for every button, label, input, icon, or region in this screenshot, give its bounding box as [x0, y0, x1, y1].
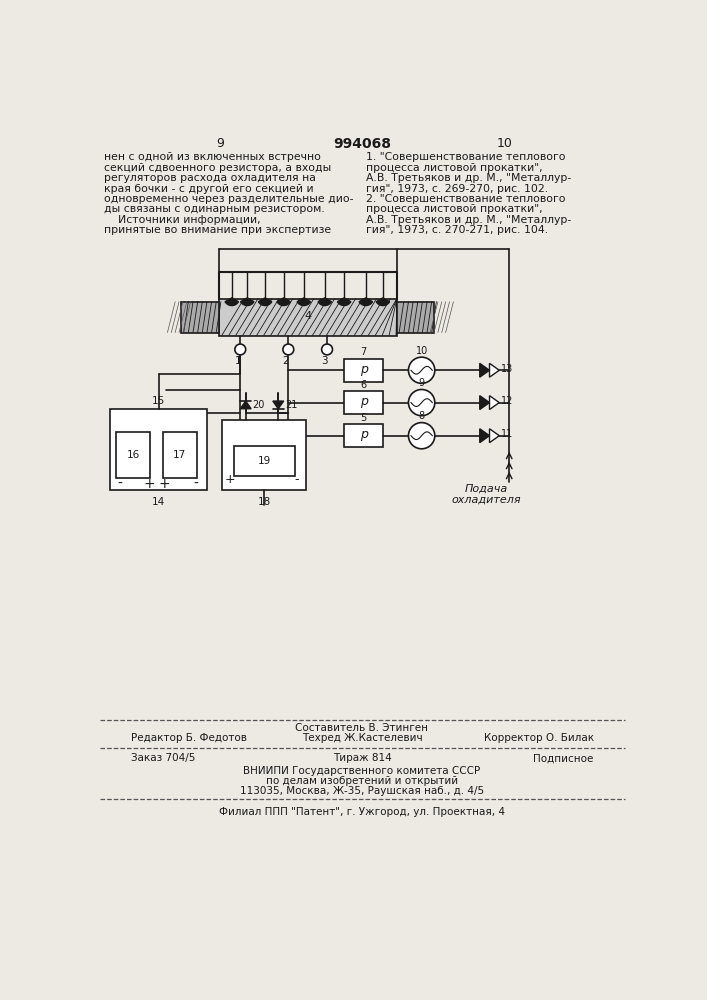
Text: Корректор О. Билак: Корректор О. Билак [484, 733, 594, 743]
Text: регуляторов расхода охладителя на: регуляторов расхода охладителя на [104, 173, 316, 183]
Bar [344, 391, 383, 414]
Text: р: р [360, 428, 368, 441]
Text: 6: 6 [361, 379, 366, 389]
Text: процесса листовой прокатки",: процесса листовой прокатки", [366, 204, 542, 214]
Polygon shape [240, 401, 251, 409]
Text: -: - [295, 473, 299, 486]
Circle shape [409, 357, 435, 383]
Text: 2: 2 [283, 356, 289, 366]
Text: 18: 18 [257, 497, 271, 507]
Text: Подача
охладителя: Подача охладителя [451, 483, 521, 505]
Text: 994068: 994068 [333, 137, 391, 151]
Circle shape [409, 423, 435, 449]
Text: Составитель В. Этинген: Составитель В. Этинген [296, 723, 428, 733]
Text: 10: 10 [496, 137, 513, 150]
Text: 4: 4 [304, 311, 311, 321]
Text: по делам изобретений и открытий: по делам изобретений и открытий [266, 776, 458, 786]
Text: 7: 7 [361, 347, 367, 357]
Wedge shape [318, 298, 332, 306]
Circle shape [409, 389, 435, 416]
Text: Подписное: Подписное [533, 753, 594, 763]
Text: 5: 5 [361, 413, 367, 423]
Text: А.В. Третьяков и др. М., "Металлур-: А.В. Третьяков и др. М., "Металлур- [366, 215, 571, 225]
Text: 1: 1 [235, 356, 241, 366]
Wedge shape [297, 298, 310, 306]
Text: края бочки - с другой его секцией и: края бочки - с другой его секцией и [104, 184, 313, 194]
Text: 9: 9 [419, 378, 425, 388]
Polygon shape [480, 396, 489, 410]
Text: 113035, Москва, Ж-35, Раушская наб., д. 4/5: 113035, Москва, Ж-35, Раушская наб., д. … [240, 786, 484, 796]
Circle shape [322, 344, 332, 355]
Wedge shape [277, 298, 291, 306]
Text: ВНИИПИ Государственного комитета СССР: ВНИИПИ Государственного комитета СССР [243, 766, 481, 776]
Polygon shape [489, 429, 499, 443]
Text: р: р [360, 395, 368, 408]
Text: 12: 12 [501, 396, 513, 406]
Text: А.В. Третьяков и др. М., "Металлур-: А.В. Третьяков и др. М., "Металлур- [366, 173, 571, 183]
Wedge shape [258, 298, 271, 306]
Polygon shape [273, 401, 284, 409]
Text: 21: 21 [285, 400, 298, 410]
Text: процесса листовой прокатки",: процесса листовой прокатки", [366, 163, 542, 173]
Text: 20: 20 [252, 400, 265, 410]
Bar [234, 446, 295, 476]
Text: 9: 9 [216, 137, 224, 150]
Polygon shape [480, 363, 489, 377]
Text: -: - [117, 477, 122, 491]
Wedge shape [376, 298, 390, 306]
Bar [344, 359, 383, 382]
Text: нен с одной из включенных встречно: нен с одной из включенных встречно [104, 152, 321, 162]
Text: 8: 8 [419, 411, 425, 421]
Text: Филиал ППП "Патент", г. Ужгород, ул. Проектная, 4: Филиал ППП "Патент", г. Ужгород, ул. Про… [219, 807, 505, 817]
Wedge shape [337, 298, 351, 306]
Text: р: р [360, 363, 368, 376]
Text: -: - [193, 477, 198, 491]
Text: 16: 16 [127, 450, 140, 460]
Bar [110, 409, 207, 490]
Text: +: + [158, 477, 170, 491]
Text: секций сдвоенного резистора, а входы: секций сдвоенного резистора, а входы [104, 163, 331, 173]
Circle shape [283, 344, 293, 355]
Bar [397, 302, 434, 333]
Text: Тираж 814: Тираж 814 [332, 753, 392, 763]
Text: Редактор Б. Федотов: Редактор Б. Федотов [131, 733, 247, 743]
Text: 2. "Совершенствование теплового: 2. "Совершенствование теплового [366, 194, 566, 204]
Wedge shape [225, 298, 238, 306]
Polygon shape [489, 396, 499, 410]
Text: 15: 15 [152, 396, 165, 406]
Text: +: + [225, 473, 235, 486]
Text: Источники информации,: Источники информации, [104, 215, 260, 225]
Text: 17: 17 [173, 450, 187, 460]
Text: Заказ 704/5: Заказ 704/5 [131, 753, 195, 763]
Text: гия", 1973, с. 270-271, рис. 104.: гия", 1973, с. 270-271, рис. 104. [366, 225, 548, 235]
Text: Техред Ж.Кастелевич: Техред Ж.Кастелевич [302, 733, 422, 743]
Text: 10: 10 [416, 346, 428, 356]
Bar [182, 302, 218, 333]
Text: ды связаны с одинарным резистором.: ды связаны с одинарным резистором. [104, 204, 325, 214]
Polygon shape [489, 363, 499, 377]
Wedge shape [240, 298, 254, 306]
Text: +: + [143, 477, 155, 491]
Polygon shape [480, 429, 489, 443]
Text: 11: 11 [501, 429, 513, 439]
Wedge shape [359, 298, 373, 306]
Text: одновременно через разделительные дио-: одновременно через разделительные дио- [104, 194, 354, 204]
Text: 19: 19 [257, 456, 271, 466]
Bar [116, 432, 151, 478]
Text: 14: 14 [152, 497, 165, 507]
Text: принятые во внимание при экспертизе: принятые во внимание при экспертизе [104, 225, 331, 235]
Circle shape [235, 344, 246, 355]
Bar [163, 432, 197, 478]
Text: 1. "Совершенствование теплового: 1. "Совершенствование теплового [366, 152, 566, 162]
Bar [344, 424, 383, 447]
Text: 3: 3 [322, 356, 328, 366]
Text: гия", 1973, с. 269-270, рис. 102.: гия", 1973, с. 269-270, рис. 102. [366, 184, 548, 194]
Text: 13: 13 [501, 364, 513, 374]
Bar [223, 420, 306, 490]
Bar [218, 299, 397, 336]
